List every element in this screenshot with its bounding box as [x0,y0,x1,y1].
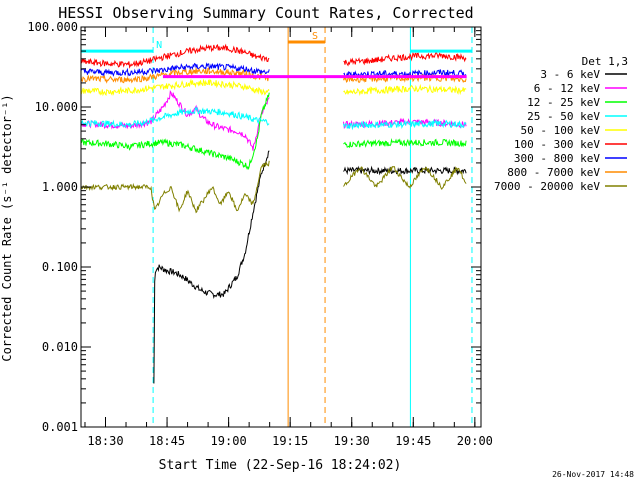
series-line-4-after [343,83,467,97]
series-line-7-after [343,73,467,84]
y-tick-label: 100.000 [27,20,78,34]
series-line-5 [80,43,270,69]
y-axis-label: Corrected Count Rate (s⁻¹ detector⁻¹) [0,94,14,361]
x-axis-label: Start Time (22-Sep-16 18:24:02) [159,458,402,473]
plot-frame [80,26,482,428]
plot-area: NS [80,27,473,427]
series-line-1 [80,90,270,151]
legend-label: 25 - 50 keV [527,110,600,123]
series-line-3 [80,106,270,129]
x-tick-label: 19:45 [395,434,431,448]
series-line-3-after [343,119,467,131]
series-line-2-after [343,137,467,149]
chart-title: HESSI Observing Summary Count Rates, Cor… [58,4,473,22]
x-tick-label: 19:30 [334,434,370,448]
series-line-8-after [343,165,467,191]
flag-label-0: N [156,40,162,51]
legend-label: 6 - 12 keV [534,82,601,95]
flag-label-1: S [312,31,318,42]
series-line-2 [80,92,270,171]
series-line-7 [80,67,270,84]
x-tick-label: 19:00 [211,434,247,448]
series-line-4 [80,78,270,97]
y-tick-label: 0.001 [42,420,78,434]
y-tick-label: 0.100 [42,260,78,274]
legend-title: Det 1,3 [582,55,628,68]
series-line-0-after [343,165,467,176]
legend-label: 300 - 800 keV [514,152,600,165]
legend-label: 7000 - 20000 keV [494,180,600,193]
series-line-6 [80,62,270,78]
x-tick-label: 20:00 [457,434,493,448]
series-line-5-after [343,51,467,67]
y-tick-label: 10.000 [35,100,78,114]
y-tick-label: 1.000 [42,180,78,194]
legend-label: 100 - 300 keV [514,138,600,151]
series-line-6-after [343,69,467,79]
legend-label: 12 - 25 keV [527,96,600,109]
x-tick-label: 19:15 [272,434,308,448]
series-line-8 [80,160,270,214]
footer-timestamp: 26-Nov-2017 14:48 [552,470,634,479]
axes: 0.001 0.010 0.100 1.000 10.000 100.000 18:30 18… [27,20,492,448]
x-tick-label: 18:30 [87,434,123,448]
y-tick-label: 0.010 [42,340,78,354]
legend-label: 3 - 6 keV [540,68,600,81]
legend-label: 800 - 7000 keV [507,166,600,179]
series-line-0 [153,150,270,384]
x-tick-label: 18:45 [149,434,185,448]
legend-label: 50 - 100 keV [521,124,601,137]
